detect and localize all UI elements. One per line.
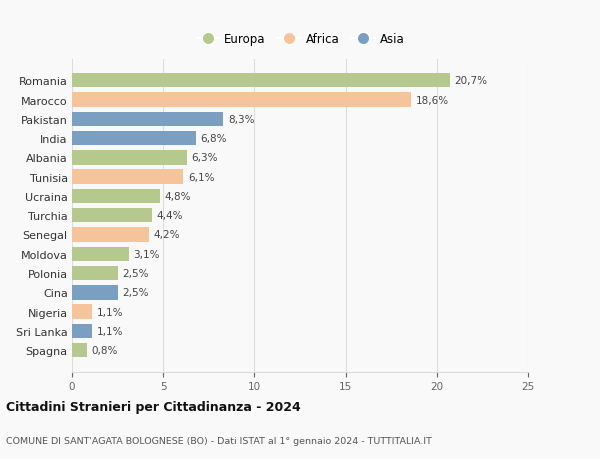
Text: 6,1%: 6,1% (188, 172, 214, 182)
Bar (72, 112, 223, 127)
Bar (72, 132, 196, 146)
Bar (72, 266, 118, 280)
Text: COMUNE DI SANT'AGATA BOLOGNESE (BO) - Dati ISTAT al 1° gennaio 2024 - TUTTITALIA: COMUNE DI SANT'AGATA BOLOGNESE (BO) - Da… (6, 436, 432, 445)
Bar (72, 343, 86, 358)
Bar (72, 228, 149, 242)
Bar (72, 151, 187, 165)
Text: 4,4%: 4,4% (157, 211, 184, 221)
Text: 20,7%: 20,7% (454, 76, 487, 86)
Bar (72, 208, 152, 223)
Bar (72, 285, 118, 300)
Text: 4,8%: 4,8% (164, 191, 191, 202)
Text: 0,8%: 0,8% (91, 346, 118, 355)
Bar (72, 74, 449, 88)
Text: 1,1%: 1,1% (97, 307, 123, 317)
Bar (72, 305, 92, 319)
Text: 1,1%: 1,1% (97, 326, 123, 336)
Bar (72, 170, 183, 185)
Bar (72, 247, 128, 262)
Bar (72, 189, 160, 204)
Legend: Europa, Africa, Asia: Europa, Africa, Asia (191, 28, 409, 50)
Text: 18,6%: 18,6% (416, 95, 449, 105)
Bar (72, 324, 92, 338)
Text: 6,3%: 6,3% (191, 153, 218, 163)
Text: 4,2%: 4,2% (153, 230, 179, 240)
Text: 2,5%: 2,5% (122, 269, 149, 279)
Text: 8,3%: 8,3% (228, 115, 254, 124)
Text: Cittadini Stranieri per Cittadinanza - 2024: Cittadini Stranieri per Cittadinanza - 2… (6, 400, 301, 413)
Bar (72, 93, 411, 107)
Text: 3,1%: 3,1% (133, 249, 160, 259)
Text: 6,8%: 6,8% (200, 134, 227, 144)
Text: 2,5%: 2,5% (122, 288, 149, 298)
